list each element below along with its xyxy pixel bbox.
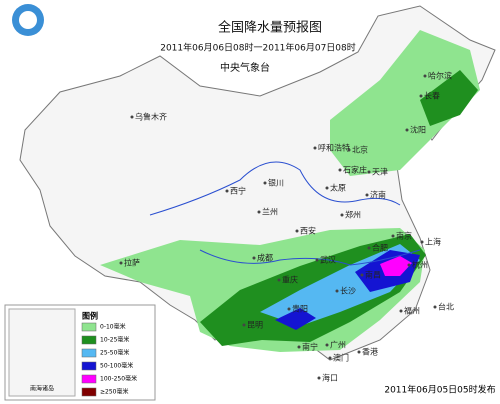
city-label: 西安 — [300, 226, 316, 236]
inset-label: 南海诸岛 — [30, 385, 54, 393]
subtitle: 2011年06月06日08时一2011年06月07日08时 — [160, 42, 356, 54]
legend-swatch — [81, 387, 97, 397]
city-label: 呼和浩特 — [318, 143, 350, 153]
city-label: 贵阳 — [292, 304, 308, 314]
rain-light-northeast — [330, 30, 480, 176]
city-label: 海口 — [322, 373, 338, 383]
city-label: 台北 — [438, 302, 454, 312]
legend-items: 0-10毫米 10-25毫米 25-50毫米 50-100毫米 100-250毫米 ≥25… — [81, 322, 137, 397]
city-dot — [367, 170, 371, 174]
city-dot — [407, 263, 411, 267]
city-label: 杭州 — [412, 260, 428, 270]
city-dot — [423, 74, 427, 78]
city-dot — [317, 376, 321, 380]
city-dot — [433, 305, 437, 309]
city-label: 南宁 — [302, 342, 318, 352]
legend-swatch — [81, 335, 97, 345]
city-label: 成都 — [257, 253, 273, 263]
city-label: 香港 — [362, 347, 378, 357]
city-dot — [277, 278, 281, 282]
city-dot — [367, 246, 371, 250]
city-label: 哈尔滨 — [428, 71, 452, 81]
legend-title: 图例 — [82, 311, 98, 321]
city-dot — [335, 289, 339, 293]
city-dot — [130, 115, 134, 119]
city-dot — [419, 94, 423, 98]
city-dot — [325, 343, 329, 347]
city-label: 武汉 — [320, 255, 336, 265]
city-dot — [338, 168, 342, 172]
legend-swatch — [81, 361, 97, 371]
legend-swatch — [81, 348, 97, 358]
rain-storm-west — [275, 308, 316, 330]
issuer: 中央气象台 — [220, 61, 270, 74]
city-dot — [357, 350, 361, 354]
city-label: 澳门 — [333, 353, 349, 363]
city-label: 福州 — [404, 307, 420, 316]
city-dot — [263, 181, 267, 185]
city-dot — [119, 261, 123, 265]
city-dot — [313, 146, 317, 150]
legend-label: 50-100毫米 — [100, 362, 133, 370]
legend-label: 0-10毫米 — [100, 323, 126, 331]
city-label: 昆明 — [247, 321, 263, 330]
city-label: 天津 — [372, 167, 388, 177]
city-label: 南京 — [396, 231, 412, 241]
city-label: 兰州 — [262, 207, 278, 217]
legend-label: 25-50毫米 — [100, 349, 129, 357]
city-label: 乌鲁木齐 — [135, 112, 167, 122]
legend-swatch — [81, 374, 97, 384]
city-label: 北京 — [352, 145, 368, 155]
legend-swatch — [81, 322, 97, 332]
city-label: 合肥 — [372, 243, 388, 253]
city-label: 太原 — [330, 183, 346, 193]
city-dot — [365, 193, 369, 197]
city-label: 济南 — [370, 190, 386, 200]
rain-moderate-northeast — [420, 70, 478, 126]
city-label: 广州 — [330, 340, 346, 350]
river-yellow — [149, 161, 401, 216]
city-dot — [295, 229, 299, 233]
river-yangtze — [199, 249, 421, 266]
inset-map — [8, 308, 76, 397]
legend-label: 100-250毫米 — [100, 375, 137, 383]
city-dot — [405, 128, 409, 132]
city-label: 拉萨 — [124, 258, 140, 268]
legend-label: 10-25毫米 — [100, 336, 129, 344]
city-dot — [252, 256, 256, 260]
city-label: 沈阳 — [410, 125, 426, 135]
city-label: 长春 — [424, 91, 440, 101]
city-dot — [340, 213, 344, 217]
city-label: 郑州 — [345, 210, 361, 220]
legend-label: ≥250毫米 — [100, 388, 128, 396]
city-dot — [420, 240, 424, 244]
city-dot — [297, 345, 301, 349]
title: 全国降水量预报图 — [218, 20, 322, 36]
city-dot — [257, 210, 261, 214]
logo-inner — [19, 11, 37, 29]
city-label: 重庆 — [282, 275, 298, 285]
city-label: 长沙 — [340, 286, 356, 296]
city-label: 西宁 — [230, 186, 246, 196]
city-dot — [347, 148, 351, 152]
city-dot — [360, 273, 364, 277]
city-dot — [399, 309, 403, 313]
city-dot — [328, 356, 332, 360]
footer: 2011年06月05日05时发布 — [384, 384, 495, 396]
city-dot — [325, 186, 329, 190]
city-dot — [242, 323, 246, 327]
city-label: 石家庄 — [343, 165, 367, 175]
rain-heavy-storm — [380, 256, 412, 276]
city-dot — [287, 307, 291, 311]
city-dot — [315, 258, 319, 262]
city-dot — [391, 234, 395, 238]
city-dot — [225, 189, 229, 193]
city-label: 南昌 — [365, 270, 381, 280]
city-label: 银川 — [268, 178, 284, 188]
city-label: 上海 — [425, 237, 441, 247]
